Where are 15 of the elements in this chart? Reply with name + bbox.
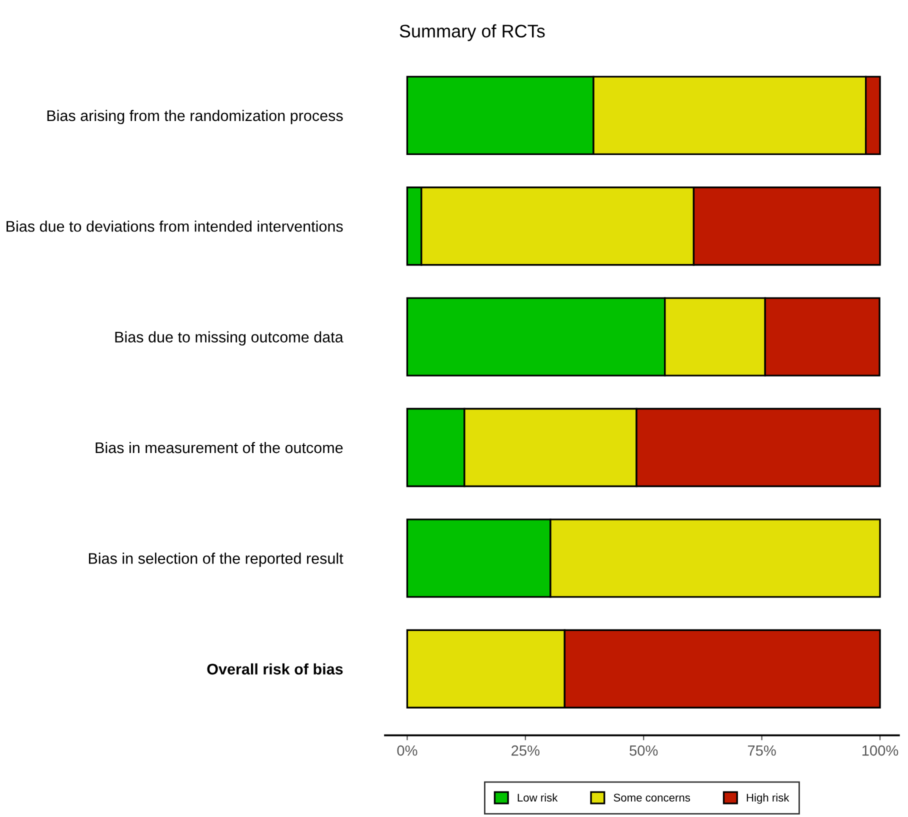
x-tick-label: 0% bbox=[397, 745, 418, 756]
y-tick-label: Overall risk of bias bbox=[207, 663, 343, 675]
x-tick-label: 75% bbox=[748, 745, 776, 756]
x-tick-label: 100% bbox=[862, 745, 898, 756]
x-tick-label: 50% bbox=[630, 745, 658, 756]
y-tick-label: Bias due to missing outcome data bbox=[115, 331, 344, 346]
legend-label: Low risk bbox=[518, 793, 558, 802]
legend-label: High risk bbox=[746, 793, 790, 804]
y-tick-label: Bias due to deviations from intended interventions bbox=[6, 220, 343, 232]
y-tick-label: Bias in selection of the reported result bbox=[88, 552, 344, 567]
y-tick-label: Bias arising from the randomization process bbox=[47, 110, 343, 124]
legend-label: Some concerns bbox=[614, 794, 690, 802]
y-tick-label: Bias in measurement of the outcome bbox=[96, 442, 343, 454]
chart-title: Summary of RCTs bbox=[400, 24, 545, 42]
x-tick-label: 25% bbox=[512, 745, 540, 756]
